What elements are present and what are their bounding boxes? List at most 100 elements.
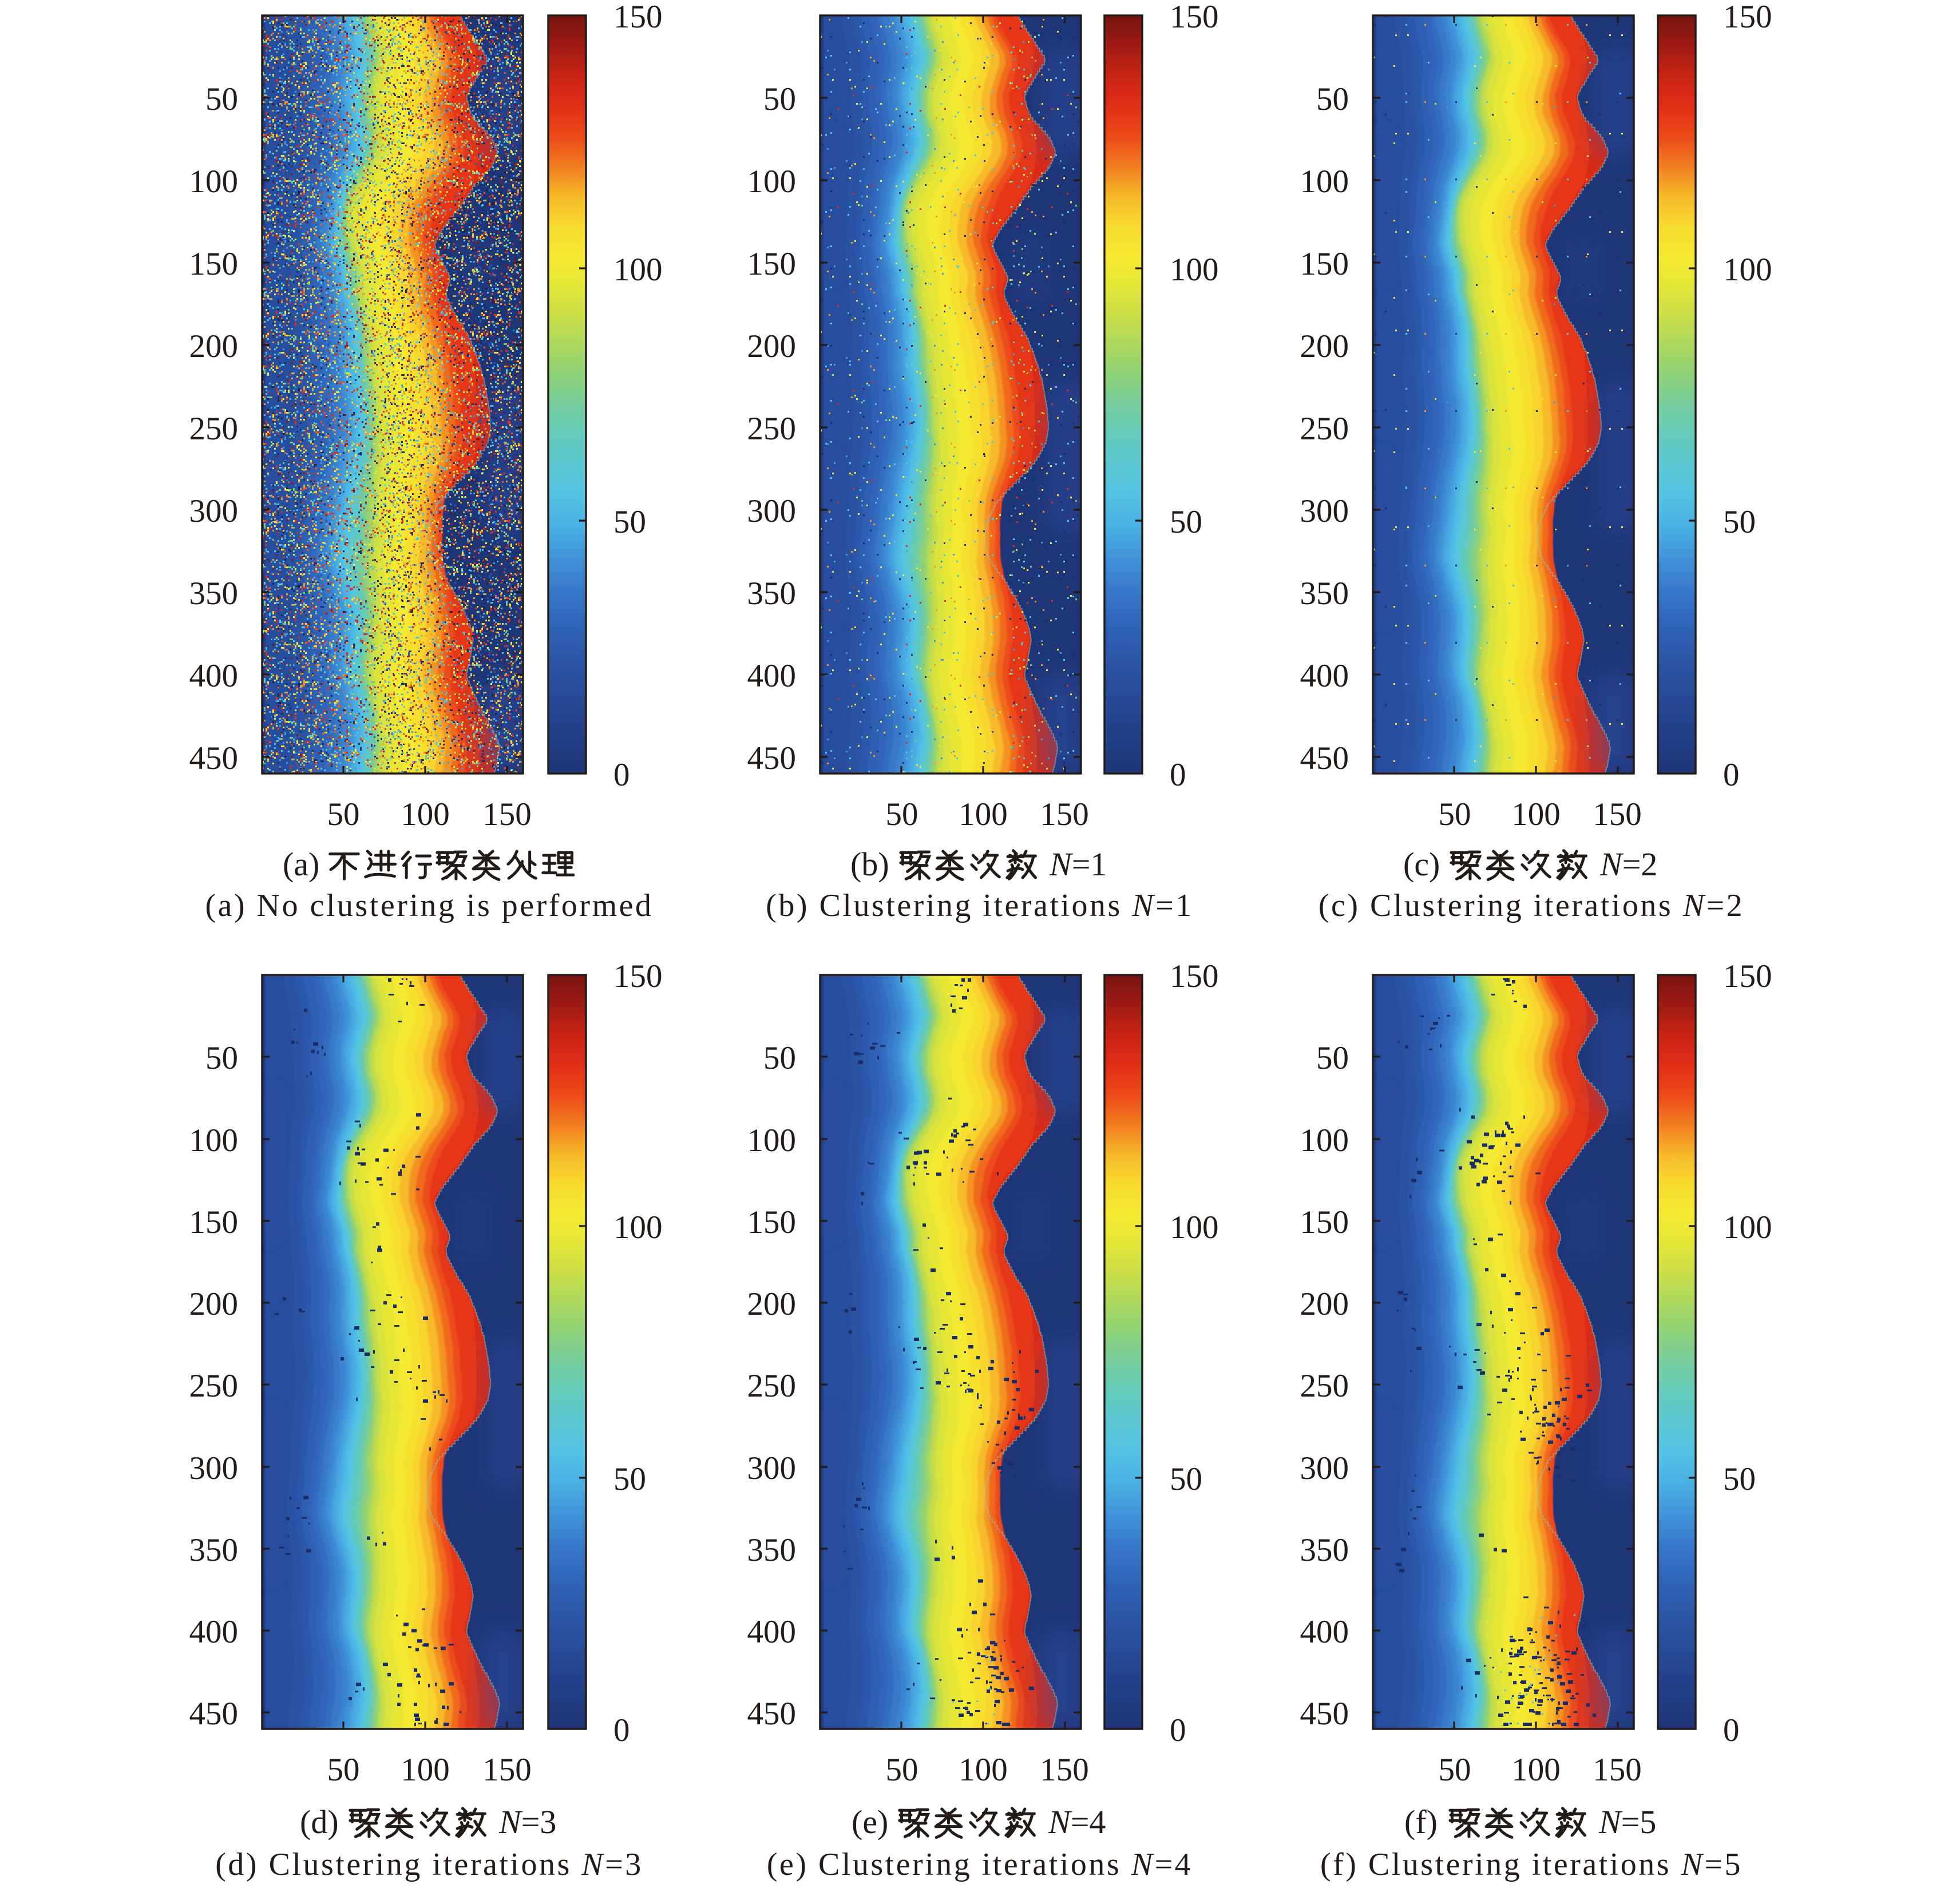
svg-text:150: 150 [1593, 1752, 1642, 1788]
svg-text:350: 350 [189, 1532, 239, 1568]
svg-text:50: 50 [1723, 504, 1756, 540]
svg-text:450: 450 [747, 1696, 797, 1732]
svg-text:150: 150 [747, 1204, 797, 1240]
svg-text:100: 100 [747, 164, 797, 200]
svg-text:300: 300 [747, 493, 797, 529]
svg-text:250: 250 [189, 1368, 239, 1404]
svg-text:50: 50 [763, 1040, 796, 1076]
svg-text:(b): (b) [850, 846, 889, 883]
svg-text:150: 150 [189, 1204, 239, 1240]
svg-text:100: 100 [959, 1752, 1008, 1788]
svg-text:150: 150 [1040, 796, 1089, 832]
svg-text:250: 250 [1300, 411, 1349, 447]
svg-text:(d) Clustering iterations N=3: (d) Clustering iterations N=3 [215, 1847, 643, 1882]
svg-text:100: 100 [747, 1123, 797, 1159]
svg-text:450: 450 [189, 1696, 239, 1732]
svg-text:150: 150 [747, 246, 797, 282]
svg-text:300: 300 [747, 1450, 797, 1486]
svg-text:50: 50 [1316, 81, 1349, 117]
svg-text:N=2: N=2 [1599, 846, 1657, 883]
svg-text:50: 50 [1439, 796, 1471, 832]
svg-text:0: 0 [1170, 757, 1186, 793]
svg-text:100: 100 [959, 796, 1008, 832]
svg-text:50: 50 [1170, 504, 1202, 540]
svg-text:N=5: N=5 [1598, 1803, 1656, 1841]
svg-text:150: 150 [1300, 1204, 1349, 1240]
svg-text:400: 400 [1300, 1614, 1349, 1650]
svg-text:100: 100 [1511, 796, 1561, 832]
svg-text:150: 150 [613, 0, 663, 35]
svg-text:200: 200 [747, 1286, 797, 1322]
svg-text:N=3: N=3 [498, 1803, 556, 1841]
svg-text:(f): (f) [1404, 1803, 1438, 1841]
svg-text:450: 450 [1300, 740, 1349, 776]
svg-text:450: 450 [1300, 1696, 1349, 1732]
svg-text:(a): (a) [283, 846, 319, 883]
svg-text:50: 50 [1723, 1461, 1756, 1497]
svg-text:0: 0 [1723, 1712, 1740, 1748]
svg-text:300: 300 [189, 1450, 239, 1486]
svg-text:100: 100 [1300, 164, 1349, 200]
svg-text:150: 150 [1300, 246, 1349, 282]
svg-text:0: 0 [1170, 1712, 1186, 1748]
svg-text:150: 150 [1040, 1752, 1089, 1788]
svg-text:250: 250 [747, 411, 797, 447]
svg-text:(c): (c) [1403, 846, 1440, 883]
svg-text:100: 100 [1300, 1123, 1349, 1159]
svg-text:200: 200 [189, 1286, 239, 1322]
svg-text:0: 0 [1723, 757, 1740, 793]
svg-text:100: 100 [189, 164, 239, 200]
svg-text:100: 100 [189, 1123, 239, 1159]
svg-text:450: 450 [747, 740, 797, 776]
svg-text:50: 50 [327, 796, 360, 832]
svg-text:(b) Clustering iterations N=1: (b) Clustering iterations N=1 [766, 888, 1193, 923]
svg-text:150: 150 [1723, 0, 1772, 35]
svg-text:0: 0 [613, 1712, 630, 1748]
svg-text:150: 150 [1593, 796, 1642, 832]
svg-text:50: 50 [1439, 1752, 1471, 1788]
svg-text:50: 50 [886, 1752, 918, 1788]
svg-text:100: 100 [401, 1752, 450, 1788]
svg-text:50: 50 [327, 1752, 360, 1788]
svg-text:100: 100 [613, 252, 663, 288]
svg-text:350: 350 [1300, 1532, 1349, 1568]
svg-text:100: 100 [401, 796, 450, 832]
svg-text:100: 100 [1170, 1209, 1219, 1246]
svg-text:400: 400 [747, 658, 797, 694]
svg-text:50: 50 [886, 796, 918, 832]
svg-text:50: 50 [1170, 1461, 1202, 1497]
svg-text:400: 400 [189, 658, 239, 694]
svg-text:100: 100 [1723, 1209, 1772, 1246]
svg-text:(f) Clustering iterations N=5: (f) Clustering iterations N=5 [1320, 1847, 1743, 1882]
svg-text:200: 200 [189, 328, 239, 364]
svg-text:(e): (e) [852, 1803, 888, 1841]
svg-text:200: 200 [1300, 1286, 1349, 1322]
svg-text:250: 250 [1300, 1368, 1349, 1404]
svg-text:50: 50 [613, 504, 646, 540]
svg-text:(d): (d) [300, 1803, 339, 1841]
svg-text:50: 50 [1316, 1040, 1349, 1076]
svg-text:300: 300 [189, 493, 239, 529]
svg-text:300: 300 [1300, 493, 1349, 529]
svg-text:50: 50 [613, 1461, 646, 1497]
svg-text:250: 250 [747, 1368, 797, 1404]
svg-text:50: 50 [205, 1040, 238, 1076]
svg-text:350: 350 [747, 1532, 797, 1568]
svg-text:(e) Clustering iterations N=4: (e) Clustering iterations N=4 [767, 1847, 1193, 1882]
svg-text:400: 400 [747, 1614, 797, 1650]
svg-text:200: 200 [1300, 328, 1349, 364]
svg-text:(c) Clustering iterations N=2: (c) Clustering iterations N=2 [1318, 888, 1744, 923]
svg-text:N=4: N=4 [1048, 1803, 1106, 1841]
svg-text:350: 350 [1300, 576, 1349, 612]
svg-text:50: 50 [763, 81, 796, 117]
svg-text:150: 150 [1170, 0, 1219, 35]
svg-text:50: 50 [205, 81, 238, 117]
svg-text:150: 150 [1170, 958, 1219, 994]
svg-text:(a) No clustering is performed: (a) No clustering is performed [205, 888, 654, 923]
svg-text:100: 100 [1723, 252, 1772, 288]
svg-text:350: 350 [189, 576, 239, 612]
svg-text:150: 150 [1723, 958, 1772, 994]
svg-text:150: 150 [482, 796, 532, 832]
svg-text:150: 150 [613, 958, 663, 994]
svg-text:450: 450 [189, 740, 239, 776]
